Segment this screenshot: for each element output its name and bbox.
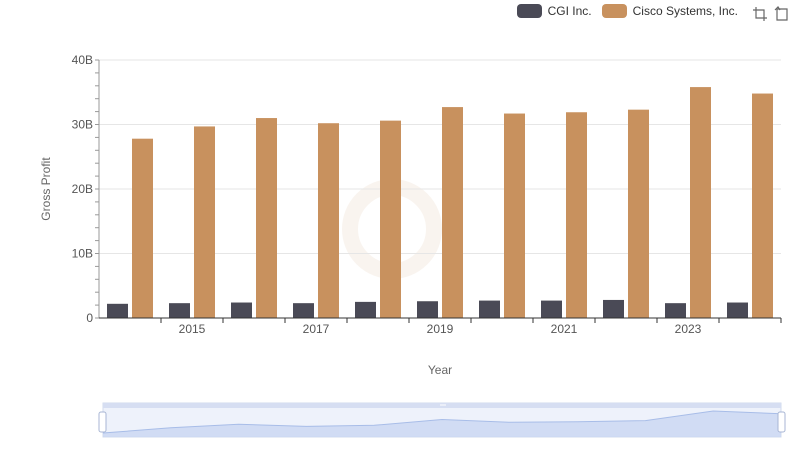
datazoom-preview-line [102, 410, 782, 434]
bar-cgi-2019[interactable] [417, 301, 438, 318]
legend-label-cisco: Cisco Systems, Inc. [632, 4, 738, 18]
zoom-icon[interactable] [752, 6, 768, 22]
bar-cisco-2015[interactable] [194, 126, 215, 318]
bar-cgi-2017[interactable] [293, 303, 314, 318]
bar-cgi-2024[interactable] [727, 302, 748, 318]
legend-item-cgi[interactable]: CGI Inc. [516, 4, 592, 18]
legend-swatch-cisco [601, 4, 627, 18]
bar-cgi-2015[interactable] [169, 303, 190, 318]
bar-cgi-2021[interactable] [541, 300, 562, 318]
legend-item-cisco[interactable]: Cisco Systems, Inc. [601, 4, 738, 18]
legend-swatch-cgi [516, 4, 542, 18]
y-axis-title: Gross Profit [39, 157, 53, 221]
bar-cgi-2016[interactable] [231, 302, 252, 318]
bar-cgi-2018[interactable] [355, 301, 376, 318]
legend: CGI Inc. Cisco Systems, Inc. [516, 4, 738, 18]
bar-cisco-2020[interactable] [504, 113, 525, 318]
bar-cgi-2023[interactable] [665, 303, 686, 318]
datazoom-handle-right[interactable] [777, 411, 786, 433]
x-tick-label: 2021 [551, 322, 578, 336]
bar-cisco-2014[interactable] [132, 138, 153, 318]
x-axis-title: Year [428, 363, 452, 377]
x-tick-label: 2023 [675, 322, 702, 336]
y-tick-label: 40B [72, 53, 93, 67]
bar-cisco-2018[interactable] [380, 120, 401, 318]
x-tick-label: 2019 [427, 322, 454, 336]
datazoom-handle-left[interactable] [98, 411, 107, 433]
x-tick-label: 2017 [303, 322, 330, 336]
bar-cisco-2016[interactable] [256, 118, 277, 318]
y-tick-label: 10B [72, 247, 93, 261]
bar-cisco-2017[interactable] [318, 123, 339, 319]
bar-cgi-2022[interactable] [603, 299, 624, 318]
bar-cisco-2023[interactable] [690, 87, 711, 318]
toolbox [752, 6, 790, 22]
restore-icon[interactable] [774, 6, 790, 22]
bar-cgi-2020[interactable] [479, 300, 500, 318]
bar-cisco-2024[interactable] [752, 93, 773, 318]
y-tick-label: 20B [72, 182, 93, 196]
x-tick-label: 2015 [179, 322, 206, 336]
legend-label-cgi: CGI Inc. [547, 4, 592, 18]
bar-cisco-2019[interactable] [442, 107, 463, 319]
y-tick-label: 0 [86, 311, 93, 325]
bar-cisco-2022[interactable] [628, 109, 649, 318]
bar-cisco-2021[interactable] [566, 112, 587, 319]
bar-cgi-2014[interactable] [107, 303, 128, 318]
datazoom-preview-area [103, 411, 781, 437]
y-tick-label: 30B [72, 118, 93, 132]
